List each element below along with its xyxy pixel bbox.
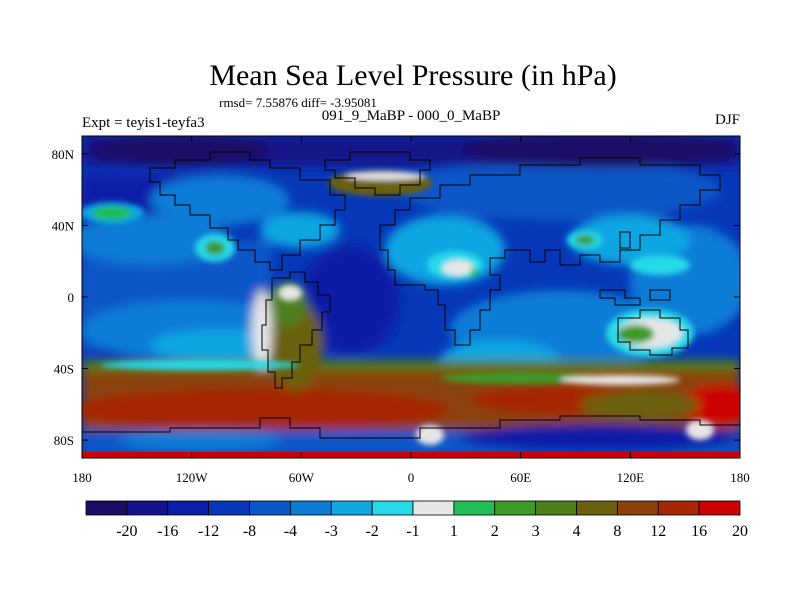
colorbar-swatch [371, 500, 414, 516]
colorbar-swatch [289, 500, 332, 516]
field-npac-light [82, 215, 230, 265]
field-natl-high [278, 285, 302, 301]
field-so-core [82, 388, 450, 432]
field-so-white [416, 425, 444, 445]
coastline-greenland [324, 151, 431, 196]
colorbar-label: -8 [243, 523, 256, 540]
y-tick-label: 0 [68, 290, 75, 305]
x-tick-label: 120E [617, 470, 645, 485]
coastline-indonesia [599, 289, 671, 306]
colorbar-label: 8 [613, 523, 621, 540]
y-tick-label: 80S [54, 433, 74, 448]
field-nw-coast [630, 255, 690, 275]
period-label: 091_9_MaBP - 000_0_MaBP [322, 108, 501, 124]
colorbar-label: 20 [732, 523, 748, 540]
x-tick-label: 180 [730, 470, 750, 485]
season-label: DJF [715, 112, 740, 128]
colorbar-swatch [535, 500, 577, 516]
field-so-outer [82, 360, 740, 370]
coastline-north-america [149, 151, 346, 271]
colorbar-label: -2 [365, 523, 378, 540]
field-so-green [440, 372, 600, 384]
field-sahara-3 [470, 268, 478, 276]
field-canada [150, 175, 290, 225]
colorbar-swatch [167, 500, 210, 516]
colorbar-label: -12 [198, 523, 219, 540]
colorbar-swatch [249, 500, 291, 516]
field-npac-high-2 [92, 206, 132, 220]
colorbar-label: 1 [450, 523, 458, 540]
colorbar-swatch [616, 500, 659, 516]
colorbar-swatch [698, 500, 741, 516]
colorbar-label: 12 [650, 523, 666, 540]
colorbar-swatch [85, 500, 128, 516]
colorbar-label: 3 [532, 523, 540, 540]
coastline-south-america [261, 271, 331, 389]
stats-line: rmsd= 7.55876 diff= -3.95081 [219, 95, 377, 110]
coastline-eurasia-africa [379, 157, 721, 346]
colorbar-swatch [576, 500, 618, 516]
colorbar-label: -16 [157, 523, 178, 540]
colorbar-swatch [126, 500, 169, 516]
field-australia-3 [618, 325, 654, 343]
colorbar-swatch [330, 500, 373, 516]
colorbar-label: -4 [284, 523, 297, 540]
colorbar-swatch [657, 500, 700, 516]
field-greenland-edge [345, 172, 425, 180]
field-natl-low [300, 245, 400, 355]
field-arctic-core [460, 136, 740, 168]
x-tick-label: 120W [176, 470, 209, 485]
field-sahara-2 [442, 260, 474, 276]
field-eurasia [400, 160, 720, 220]
map-field [82, 136, 740, 458]
coastlines [82, 151, 740, 439]
colorbar-swatch [412, 500, 455, 516]
y-axis: 80N 40N 0 40S 80S [52, 147, 740, 448]
colorbar: -20 -16 -12 -8 -4 -3 -2 -1 1 2 3 4 8 12 16 20 [85, 500, 748, 540]
field-so-white-4 [100, 360, 300, 370]
field-arctic-core-2 [90, 136, 270, 166]
coastline-japan [619, 231, 631, 249]
colorbar-label: -1 [406, 523, 419, 540]
colorbar-label: 2 [491, 523, 499, 540]
colorbar-swatch [453, 500, 496, 516]
expt-label: Expt = teyis1-teyfa3 [82, 115, 205, 131]
colorbar-label: 4 [573, 523, 581, 540]
y-tick-label: 40S [54, 362, 74, 377]
chart-title: Mean Sea Level Pressure (in hPa) [209, 59, 616, 92]
field-westus-2 [205, 241, 225, 255]
colorbar-label: -20 [116, 523, 137, 540]
x-tick-label: 60W [289, 470, 315, 485]
field-so-indian [580, 391, 700, 419]
x-tick-label: 60E [510, 470, 531, 485]
x-tick-label: 0 [408, 470, 415, 485]
y-tick-label: 80N [52, 147, 75, 162]
coastline-australia [617, 309, 689, 356]
field-antarctic-west [120, 430, 280, 450]
y-tick-label: 40N [52, 218, 75, 233]
colorbar-swatch [494, 500, 537, 516]
field-tibet-2 [575, 235, 595, 245]
colorbar-label: -3 [325, 523, 338, 540]
field-so-white-3 [560, 375, 680, 385]
colorbar-swatch [208, 500, 250, 516]
colorbar-label: 16 [691, 523, 707, 540]
field-so-east [680, 385, 740, 425]
field-antarctic-east [460, 424, 740, 452]
x-tick-label: 180 [72, 470, 92, 485]
coastline-antarctica [82, 415, 740, 439]
x-axis: 180 120W 60W 0 60E 120E 180 [72, 136, 750, 485]
